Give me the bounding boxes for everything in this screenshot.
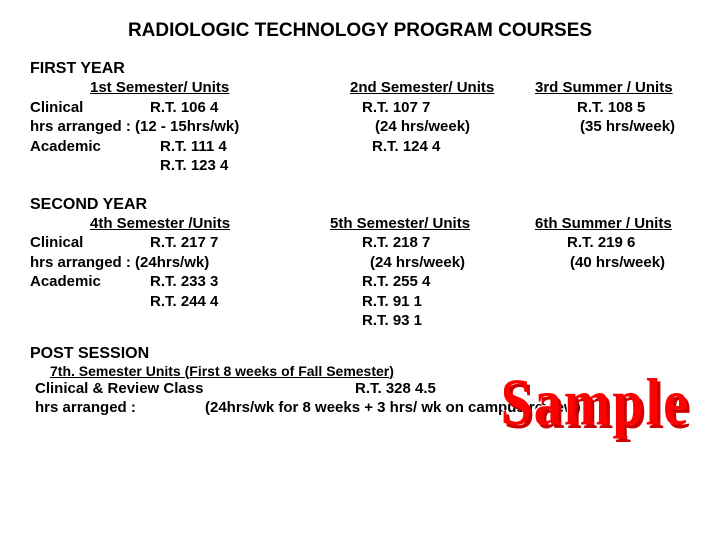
clinical-label: Clinical: [30, 98, 150, 118]
y1-academic-row2: R.T. 123 4: [30, 156, 690, 176]
first-year-headers: 1st Semester/ Units 2nd Semester/ Units …: [30, 78, 690, 98]
first-year-label: FIRST YEAR: [30, 60, 690, 78]
post-session-label: POST SESSION: [30, 345, 690, 363]
second-year-label: SECOND YEAR: [30, 196, 690, 214]
y2-academic-row3: R.T. 93 1: [30, 311, 690, 331]
y1-hrs-c3: (35 hrs/week): [560, 117, 690, 137]
post-line1-val: R.T. 328 4.5: [355, 379, 436, 399]
y1-hrs-c2: (24 hrs/week): [350, 117, 560, 137]
y2-academic-r3-c2: R.T. 93 1: [350, 311, 547, 331]
y1-academic-row: Academic R.T. 111 4 R.T. 124 4: [30, 137, 690, 157]
y2-h1: 4th Semester /Units: [90, 215, 230, 232]
post-line2-val: (24hrs/wk for 8 weeks + 3 hrs/ wk on cam…: [205, 398, 581, 418]
y1-h3: 3rd Summer / Units: [535, 79, 673, 96]
y1-academic-c2: R.T. 124 4: [360, 137, 557, 157]
y2-clinical-c2: R.T. 218 7: [350, 233, 547, 253]
y1-academic-r2-c1: R.T. 123 4: [150, 156, 360, 176]
post-line2: hrs arranged : (24hrs/wk for 8 weeks + 3…: [30, 398, 690, 418]
post-line2-label: hrs arranged :: [30, 398, 205, 418]
post-line1: Clinical & Review Class R.T. 328 4.5: [30, 379, 690, 399]
y2-clinical-row: Clinical R.T. 217 7 R.T. 218 7 R.T. 219 …: [30, 233, 690, 253]
y1-hrs-row: hrs arranged : (12 - 15hrs/wk) (24 hrs/w…: [30, 117, 690, 137]
second-year-headers: 4th Semester /Units 5th Semester/ Units …: [30, 214, 690, 234]
page-title: RADIOLOGIC TECHNOLOGY PROGRAM COURSES: [30, 20, 690, 42]
y1-hrs-label: hrs arranged : (12 - 15hrs/wk): [30, 117, 350, 137]
clinical-label2: Clinical: [30, 233, 150, 253]
y2-clinical-c3: R.T. 219 6: [547, 233, 690, 253]
y2-hrs-label: hrs arranged : (24hrs/wk): [30, 253, 350, 273]
y2-hrs-c2: (24 hrs/week): [350, 253, 555, 273]
y2-clinical-c1: R.T. 217 7: [150, 233, 350, 253]
y2-academic-row: Academic R.T. 233 3 R.T. 255 4: [30, 272, 690, 292]
y2-academic-c2: R.T. 255 4: [350, 272, 547, 292]
y2-hrs-c3: (40 hrs/week): [555, 253, 690, 273]
y1-clinical-c3: R.T. 108 5: [547, 98, 690, 118]
y2-academic-r2-c1: R.T. 244 4: [150, 292, 350, 312]
y2-academic-c1: R.T. 233 3: [150, 272, 350, 292]
y1-clinical-c1: R.T. 106 4: [150, 98, 350, 118]
y1-clinical-row: Clinical R.T. 106 4 R.T. 107 7 R.T. 108 …: [30, 98, 690, 118]
post-header: 7th. Semester Units (First 8 weeks of Fa…: [50, 363, 690, 379]
academic-label: Academic: [30, 137, 150, 157]
academic-label2: Academic: [30, 272, 150, 292]
y1-h2: 2nd Semester/ Units: [350, 79, 494, 96]
y1-academic-c1: R.T. 111 4: [150, 137, 360, 157]
y1-clinical-c2: R.T. 107 7: [350, 98, 547, 118]
y2-academic-r2-c2: R.T. 91 1: [350, 292, 547, 312]
y2-h2: 5th Semester/ Units: [330, 215, 470, 232]
y1-h1: 1st Semester/ Units: [90, 79, 229, 96]
y2-hrs-row: hrs arranged : (24hrs/wk) (24 hrs/week) …: [30, 253, 690, 273]
y2-academic-row2: R.T. 244 4 R.T. 91 1: [30, 292, 690, 312]
y2-h3: 6th Summer / Units: [535, 215, 672, 232]
post-line1-label: Clinical & Review Class: [30, 379, 355, 399]
